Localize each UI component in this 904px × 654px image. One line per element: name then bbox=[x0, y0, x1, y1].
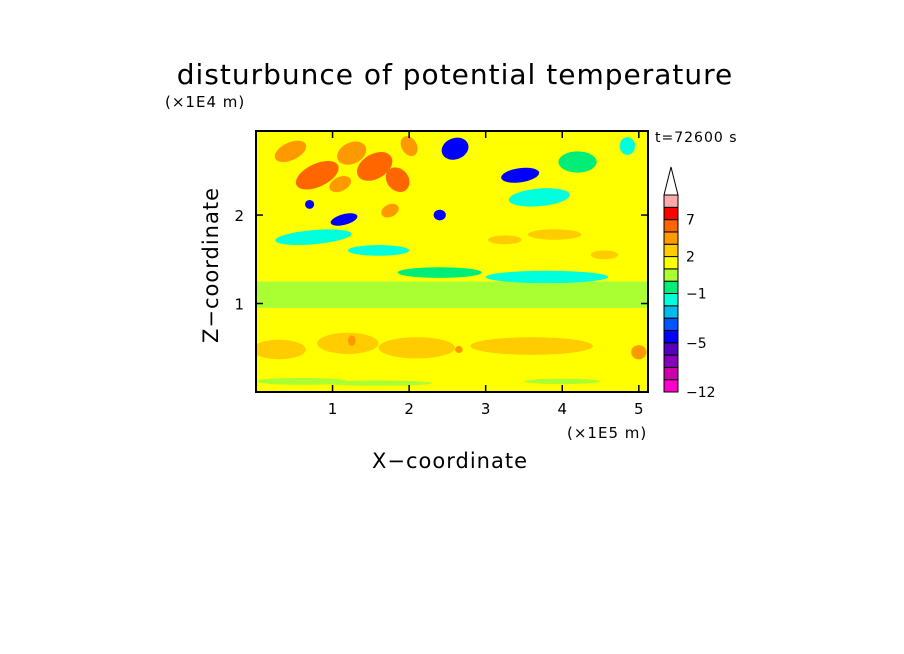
x-axis: 1 2 3 4 5 bbox=[328, 131, 644, 418]
field-feature bbox=[329, 176, 352, 193]
colorbar-segment bbox=[663, 354, 679, 368]
field-feature bbox=[356, 152, 393, 181]
field-feature bbox=[433, 209, 446, 221]
colorbar-tick-label: −1 bbox=[686, 287, 707, 303]
colorbar-segment bbox=[663, 206, 679, 221]
colorbar-segment bbox=[663, 194, 679, 208]
plot-features bbox=[256, 136, 647, 386]
colorbar-tick-label: −12 bbox=[686, 385, 716, 401]
colorbar-segment bbox=[663, 342, 679, 356]
plot-frame bbox=[255, 130, 649, 393]
field-feature bbox=[385, 167, 410, 192]
field-feature bbox=[274, 140, 307, 163]
field-feature bbox=[256, 339, 306, 360]
colorbar-tick-label: 2 bbox=[686, 250, 695, 266]
field-feature bbox=[558, 151, 597, 173]
x-tick-label: 4 bbox=[557, 400, 567, 418]
colorbar-tick-label: 7 bbox=[686, 213, 695, 229]
colorbar-segment bbox=[663, 256, 679, 270]
field-feature bbox=[400, 136, 418, 157]
colorbar-segment bbox=[663, 379, 679, 393]
field-feature bbox=[305, 200, 315, 209]
field-feature bbox=[590, 250, 619, 260]
x-tick-label: 1 bbox=[328, 400, 338, 418]
field-feature bbox=[470, 337, 593, 355]
field-feature bbox=[381, 203, 399, 218]
y-tick-label: 1 bbox=[234, 296, 244, 314]
colorbar-segment bbox=[663, 219, 679, 233]
field-feature bbox=[324, 380, 433, 386]
colorbar: 7 2 −1 −5 −12 bbox=[663, 166, 716, 401]
field-feature bbox=[330, 213, 358, 226]
colorbar-segment bbox=[663, 329, 679, 344]
x-unit-label: (×1E5 m) bbox=[567, 424, 648, 442]
x-axis-label: X−coordinate bbox=[372, 449, 528, 473]
time-label: t=72600 s bbox=[655, 130, 738, 146]
field-feature bbox=[501, 167, 540, 183]
field-feature bbox=[441, 137, 469, 160]
field-feature bbox=[523, 378, 601, 385]
x-tick-label: 5 bbox=[634, 400, 644, 418]
x-tick-label: 2 bbox=[404, 400, 414, 418]
field-feature bbox=[485, 270, 609, 284]
colorbar-extend-arrow bbox=[663, 166, 679, 196]
field-feature bbox=[275, 229, 352, 245]
y-axis: 12 bbox=[234, 207, 648, 314]
colorbar-segment bbox=[663, 317, 679, 331]
y-unit-label: (×1E4 m) bbox=[165, 93, 246, 111]
colorbar-segment bbox=[663, 366, 679, 381]
colorbar-tick-label: −5 bbox=[686, 336, 707, 352]
field-feature bbox=[631, 345, 647, 360]
field-feature bbox=[337, 141, 367, 165]
field-feature bbox=[455, 345, 463, 354]
field-feature bbox=[378, 337, 456, 359]
colorbar-segment bbox=[663, 293, 679, 307]
field-feature bbox=[347, 335, 356, 346]
colorbar-segment bbox=[663, 231, 679, 245]
field-band bbox=[256, 281, 648, 308]
field-feature bbox=[508, 188, 570, 207]
field-feature bbox=[619, 137, 635, 155]
y-axis-label: Z−coordinate bbox=[199, 187, 223, 343]
field-feature bbox=[295, 160, 339, 190]
colorbar-segment bbox=[663, 268, 679, 282]
colorbar-segment bbox=[663, 243, 679, 258]
chart-title: disturbunce of potential temperature bbox=[176, 58, 734, 91]
colorbar-segment bbox=[663, 305, 679, 319]
field-feature bbox=[347, 245, 410, 256]
colorbar-segment bbox=[663, 280, 679, 294]
y-tick-label: 2 bbox=[234, 207, 244, 225]
field-feature bbox=[527, 229, 582, 240]
field-feature bbox=[397, 267, 482, 278]
x-tick-label: 3 bbox=[481, 400, 491, 418]
field-feature bbox=[317, 332, 379, 354]
field-feature bbox=[487, 235, 522, 245]
